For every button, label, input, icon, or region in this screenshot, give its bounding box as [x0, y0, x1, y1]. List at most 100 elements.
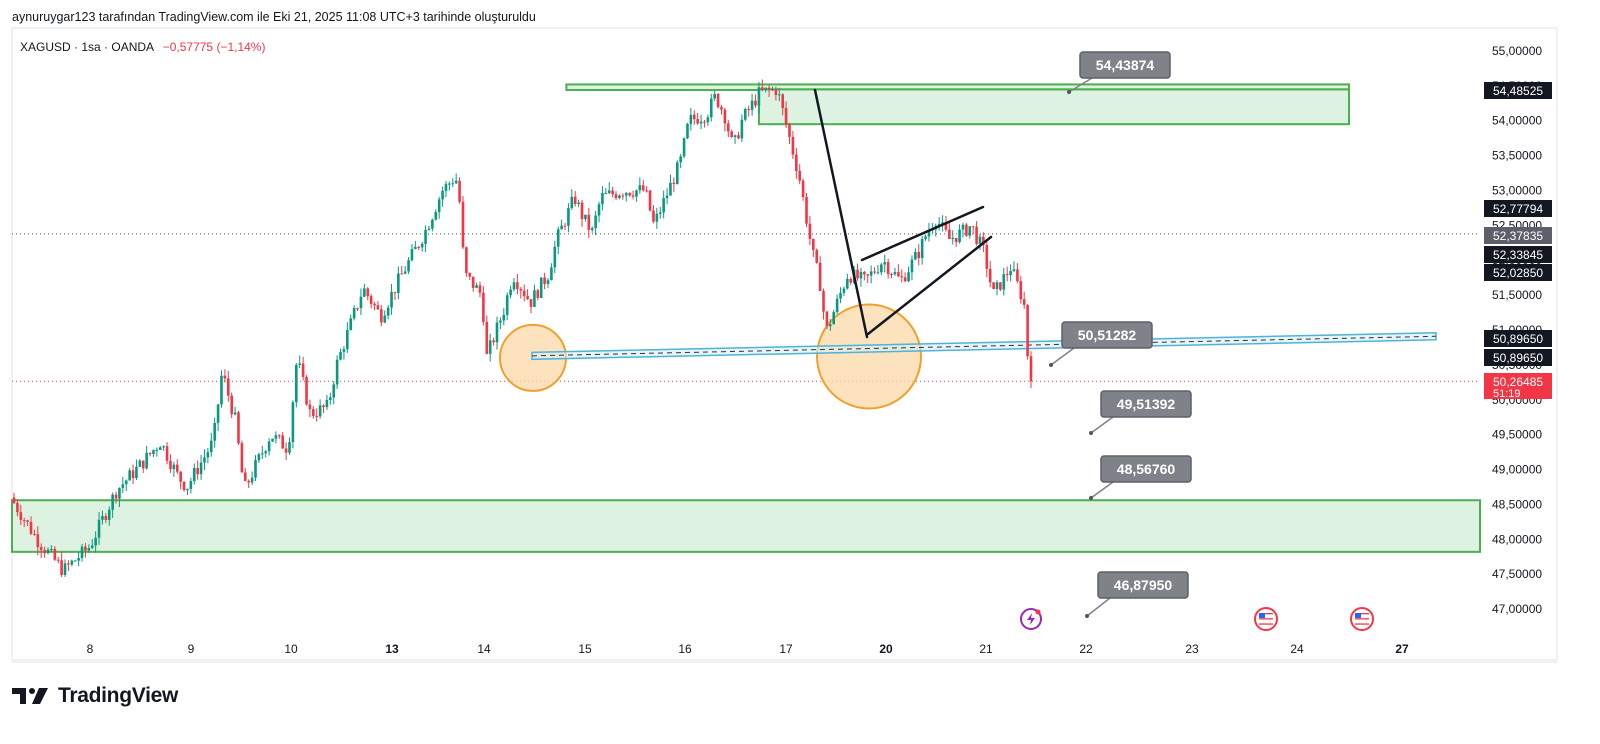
candle-body [448, 183, 451, 185]
lightning-event-icon[interactable] [1020, 608, 1042, 630]
candle-body [910, 259, 914, 273]
candle-body [563, 225, 567, 227]
x-tick-label: 15 [578, 642, 592, 656]
candle-body [954, 237, 958, 243]
callout-pointer [1090, 481, 1114, 499]
y-tick-label: 49,50000 [1492, 428, 1542, 442]
wedge-upper [860, 205, 985, 262]
event-dot [1035, 609, 1041, 615]
y-tick-label: 49,00000 [1492, 463, 1542, 477]
candle-body [730, 131, 733, 138]
candle-body [342, 349, 346, 352]
flag-stripe [1259, 620, 1273, 623]
price-tag: 54,48525 [1484, 82, 1552, 99]
candle-body [682, 138, 686, 157]
candle-body [675, 162, 679, 185]
candle-body [760, 87, 764, 90]
candle-body [505, 295, 509, 315]
candle-body [795, 154, 798, 172]
price-tag-bg [1484, 246, 1552, 263]
candle-body [740, 119, 744, 139]
candle-body [907, 272, 910, 282]
candle-body [614, 194, 618, 199]
candle-body [689, 114, 693, 124]
drop-line [813, 88, 869, 339]
price-tag-bg [1484, 349, 1552, 366]
candle-body [305, 376, 308, 405]
flag-stripe [1259, 613, 1273, 615]
candle-body [529, 299, 533, 307]
candle-body [390, 291, 393, 308]
symbol-info[interactable]: XAGUSD · 1sa · OANDA −0,57775 (−1,14%) [20, 40, 265, 54]
candle-body [621, 195, 625, 197]
candle-body [778, 94, 781, 96]
candle-body [488, 340, 492, 354]
flag-stripe [1259, 618, 1273, 620]
us-flag-event-icon[interactable] [1254, 607, 1278, 631]
candle-body [70, 560, 74, 565]
us-flag-event-icon[interactable] [1350, 607, 1374, 631]
candles [12, 79, 1033, 577]
price-tag-bg [1484, 227, 1552, 244]
x-tick-label: 24 [1290, 642, 1304, 656]
candle-body [478, 285, 482, 293]
candle-body [213, 422, 216, 441]
flag-stripe [1259, 615, 1273, 617]
candle-body [624, 192, 628, 196]
candle-body [407, 260, 410, 272]
candle-body [284, 448, 288, 453]
y-tick-label: 47,50000 [1492, 567, 1542, 581]
candle-body [941, 222, 944, 224]
callout-anchor [1067, 90, 1071, 94]
tradingview-brand[interactable]: TradingView [12, 684, 178, 708]
candle-body [754, 100, 757, 106]
candle-body [522, 290, 526, 297]
candle-body [733, 135, 737, 138]
y-tick-label: 51,50000 [1492, 288, 1542, 302]
candle-body [958, 229, 961, 243]
price-callout: 46,87950 [1085, 571, 1189, 618]
candle-body [628, 192, 631, 196]
candle-body [281, 435, 285, 449]
candle-body [12, 497, 16, 503]
candle-body [135, 466, 138, 479]
candle-body [876, 272, 880, 274]
x-tick-label: 9 [188, 642, 195, 656]
candle-body [655, 213, 659, 222]
candle-body [713, 93, 716, 99]
callout-anchor [1089, 431, 1093, 435]
price-tag-label: 50,89650 [1493, 351, 1543, 365]
candle-body [509, 289, 512, 296]
candle-body [431, 219, 434, 229]
candle-body [186, 488, 189, 491]
candle-body [363, 288, 366, 297]
candle-body [301, 363, 305, 377]
price-callout: 49,51392 [1089, 390, 1192, 435]
candle-body [526, 296, 529, 300]
candle-body [805, 197, 808, 224]
candle-body [29, 521, 33, 534]
price-tag: 52,37835 [1484, 227, 1552, 244]
price-tag-bg [1484, 200, 1552, 217]
candle-body [312, 409, 315, 416]
x-tick-label: 10 [284, 642, 298, 656]
candle-body [243, 472, 247, 481]
candle-body [982, 236, 985, 246]
callout-box [1079, 51, 1171, 79]
candle-body [764, 87, 767, 90]
candle-body [209, 440, 213, 453]
candle-body [458, 180, 461, 202]
x-tick-label: 27 [1395, 642, 1409, 656]
candle-body [22, 520, 26, 522]
flag-canton [1259, 613, 1265, 618]
candle-body [148, 452, 152, 455]
x-tick-label: 17 [779, 642, 793, 656]
candle-body [267, 441, 271, 452]
candle-body [818, 262, 822, 291]
candle-body [784, 108, 788, 125]
chart-frame [11, 27, 1558, 661]
candle-body [747, 108, 750, 110]
candle-body [815, 249, 819, 263]
candle-body [903, 277, 907, 282]
